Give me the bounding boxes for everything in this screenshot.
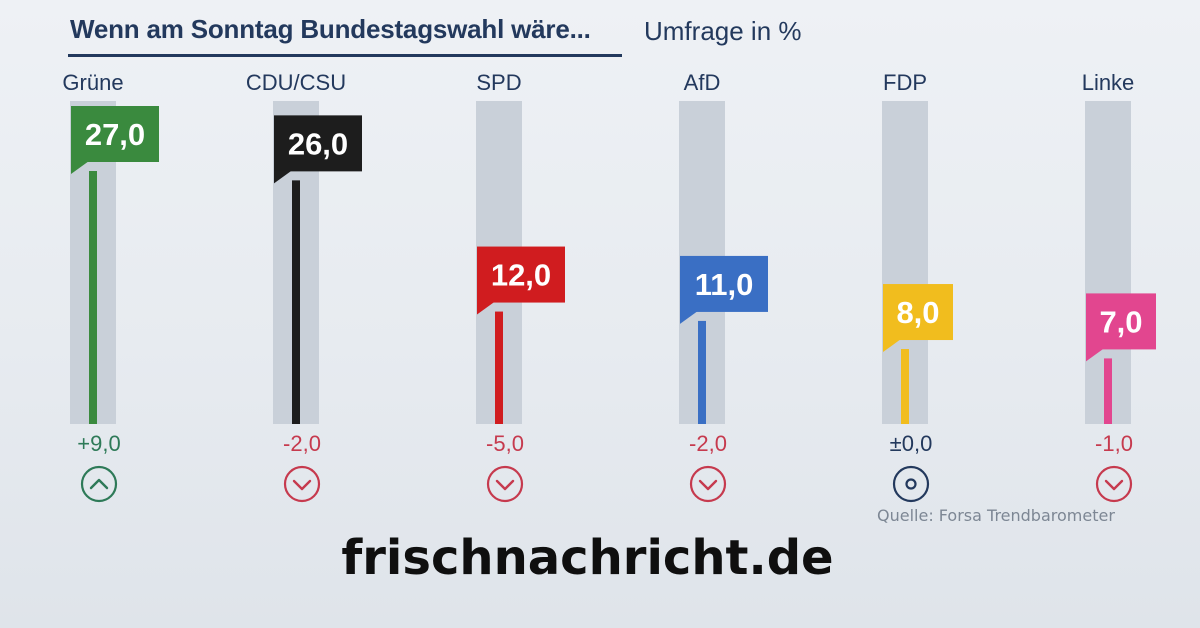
value-label-box [1086, 293, 1156, 350]
title-underline [68, 54, 622, 57]
bar [698, 320, 706, 424]
bar [89, 171, 97, 424]
party-column: AfD 11,0 -2,0 [679, 70, 768, 503]
category-label: Linke [1082, 70, 1135, 95]
arrow-down-circle-icon [689, 465, 727, 503]
change-label: -5,0 [486, 431, 524, 456]
change-label: -2,0 [689, 431, 727, 456]
party-column: SPD 12,0 -5,0 [476, 70, 565, 503]
chevron-down-icon [292, 479, 312, 491]
party-column: FDP 8,0 ±0,0 [882, 70, 953, 503]
arrow-down-circle-icon [1095, 465, 1133, 503]
bar [292, 180, 300, 424]
change-label: -1,0 [1095, 431, 1133, 456]
arrow-down-circle-icon [486, 465, 524, 503]
category-label: FDP [883, 70, 927, 95]
data-label: 7,0 [1099, 304, 1142, 339]
bar [495, 311, 503, 424]
value-label-pointer [1086, 348, 1104, 362]
source-note: Quelle: Forsa Trendbarometer [877, 506, 1115, 525]
change-label: +9,0 [77, 431, 120, 456]
chevron-down-icon [1104, 479, 1124, 491]
data-label: 12,0 [491, 258, 551, 293]
category-label: Grüne [62, 70, 123, 95]
value-label-pointer [680, 310, 698, 324]
value-label-pointer [71, 161, 89, 174]
data-label: 11,0 [695, 267, 754, 302]
category-label: CDU/CSU [246, 70, 346, 95]
party-column: Linke 7,0 -1,0 [1082, 70, 1156, 503]
category-label: SPD [476, 70, 521, 95]
chevron-down-icon [698, 479, 718, 491]
arrow-up-circle-icon [80, 465, 118, 503]
category-label: AfD [684, 70, 721, 95]
value-label-pointer [477, 301, 495, 315]
chevron-down-icon [495, 479, 515, 491]
arrow-down-circle-icon [283, 465, 321, 503]
change-label: ±0,0 [890, 431, 933, 456]
value-label-box [883, 284, 953, 341]
value-label-pointer [274, 170, 292, 184]
data-label: 8,0 [896, 295, 939, 330]
party-column: CDU/CSU 26,0 -2,0 [246, 70, 362, 503]
chart-title: Wenn am Sonntag Bundestagswahl wäre... [70, 14, 591, 44]
data-label: 26,0 [288, 126, 348, 161]
data-label: 27,0 [85, 117, 145, 152]
value-label-box [477, 246, 565, 303]
change-label: -2,0 [283, 431, 321, 456]
watermark-text: frischnachricht.de [341, 530, 834, 586]
neutral-circle-icon [892, 465, 930, 503]
bar [901, 349, 909, 424]
bar [1104, 358, 1112, 424]
chart-subtitle: Umfrage in % [644, 16, 802, 46]
dot-icon [905, 478, 917, 490]
party-column: Grüne 27,0 +9,0 [62, 70, 159, 503]
value-label-box [71, 106, 159, 162]
value-label-box [680, 255, 768, 312]
value-label-pointer [883, 339, 901, 353]
value-label-box [274, 115, 362, 172]
chevron-up-icon [89, 478, 109, 490]
